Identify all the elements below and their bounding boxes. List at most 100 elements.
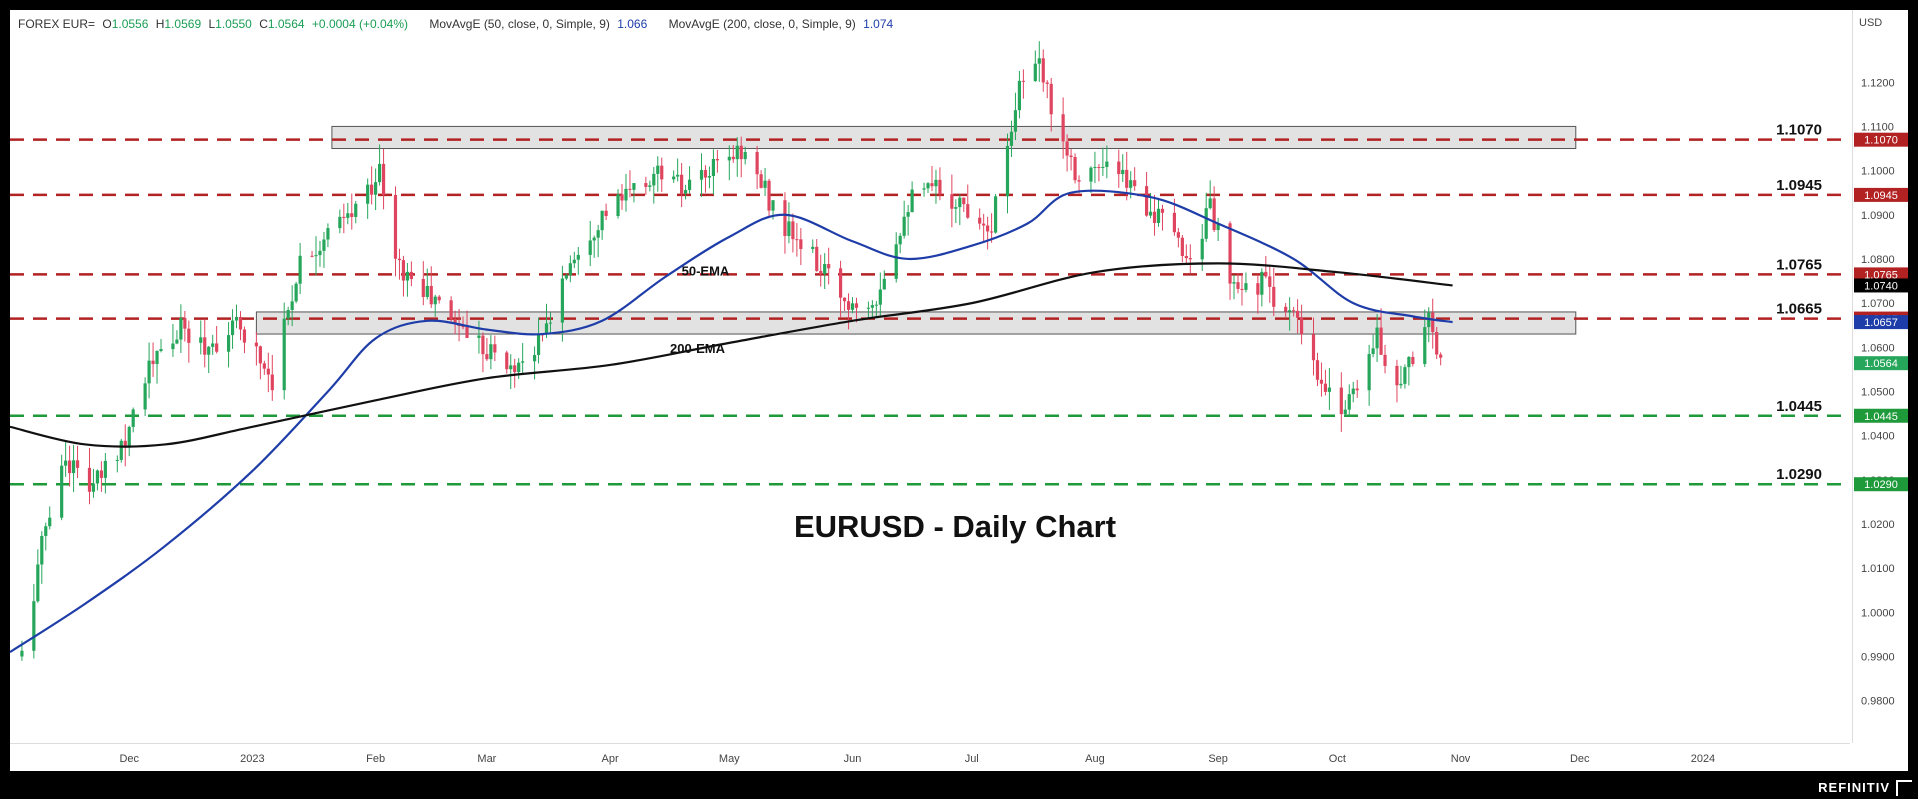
candle-body (592, 237, 596, 241)
candle-body (632, 183, 636, 190)
candle-body (1077, 180, 1081, 182)
y-tick-1.0700: 1.0700 (1861, 298, 1895, 310)
price-axis[interactable]: USD 1.1200 1.1100 1.1000 1.0900 1.0800 1.0700… (1852, 10, 1909, 743)
candle-body (521, 361, 525, 363)
candle-body (711, 158, 716, 176)
candle-body (1284, 306, 1288, 312)
candle-body (1355, 388, 1359, 391)
candle-body (1117, 161, 1121, 175)
candle-body (354, 203, 358, 217)
candle-body (572, 259, 576, 264)
time-axis[interactable]: Dec 2023 Feb Mar Apr May Jun Jul Aug Sep Oct Nov Dec… (10, 743, 1850, 772)
ma200-label: MovAvgE (200, close, 0, Simple, 9) (668, 17, 856, 31)
price-tag-box-1.0657 (1854, 315, 1908, 330)
y-tick-1.0100: 1.0100 (1861, 563, 1895, 575)
x-tick-Jul: Jul (965, 753, 979, 765)
candle-body (286, 309, 290, 319)
candle-body (421, 278, 425, 297)
candle-body (282, 318, 286, 391)
candle-body (1041, 58, 1045, 83)
candle-body (755, 151, 759, 175)
candle-body (1292, 310, 1296, 312)
level-label-1.0665: 1.0665 (1776, 301, 1822, 318)
change-value: +0.0004 (+0.04%) (311, 17, 408, 31)
candle-body (183, 318, 187, 329)
candle-body (604, 210, 608, 216)
candle-body (660, 165, 664, 180)
candle-body (842, 297, 847, 302)
candle-body (1351, 388, 1355, 395)
candle-body (1431, 312, 1435, 333)
candle-body (1125, 169, 1129, 188)
x-tick-Apr: Apr (602, 753, 619, 765)
price-tag-1.0945: 1.0945 (1864, 190, 1898, 202)
x-tick-2024: 2024 (1691, 753, 1715, 765)
ema-line-200-EMA (10, 262, 1453, 448)
candle-body (616, 194, 620, 216)
candle-body (644, 183, 648, 187)
candle-body (32, 601, 36, 651)
candle-body (147, 360, 151, 384)
y-tick-1.1100: 1.1100 (1861, 121, 1894, 133)
candle-body (242, 329, 247, 343)
y-tick-1.0800: 1.0800 (1861, 254, 1895, 266)
candle-body (596, 230, 600, 238)
candle-body (1315, 360, 1320, 380)
candle-body (505, 352, 509, 370)
candle-body (1407, 357, 1411, 368)
candle-body (1264, 271, 1268, 277)
candle-body (226, 335, 231, 352)
ema-line-50-EMA (10, 189, 1453, 653)
candle-body (731, 156, 735, 160)
candle-body (898, 235, 902, 245)
candle-body (258, 346, 262, 364)
candle-body (1097, 167, 1101, 169)
brand-mark-icon (1896, 780, 1912, 796)
candle-body (318, 250, 322, 256)
candle-body (155, 350, 159, 365)
candle-body (1148, 211, 1153, 216)
candle-body (922, 188, 926, 190)
candle-body (342, 216, 346, 218)
candle-body (401, 260, 406, 281)
candle-body (187, 328, 191, 343)
x-tick-Mar: Mar (477, 753, 496, 765)
price-tag-box-1.0765 (1854, 267, 1908, 282)
candle-body (1299, 317, 1304, 335)
candle-body (1439, 354, 1443, 358)
candle-body (1073, 157, 1077, 181)
candle-body (1232, 282, 1236, 284)
price-tag-1.0564: 1.0564 (1864, 358, 1898, 370)
candle-body (1065, 141, 1069, 156)
plot-area[interactable]: 1.1070 1.0945 1.0765 1.0665 1.0445 1.0290 50-E… (10, 10, 1850, 743)
low-value: 1.0550 (215, 17, 252, 31)
candle-body (1144, 186, 1149, 216)
price-tag-1.0765: 1.0765 (1864, 269, 1898, 281)
candle-body (934, 179, 938, 187)
candle-body (978, 217, 982, 224)
candle-body (207, 346, 211, 355)
candle-body (1156, 208, 1161, 223)
price-tag-box-1.0945 (1854, 187, 1908, 202)
level-label-1.0445: 1.0445 (1776, 398, 1822, 415)
candle-body (123, 440, 127, 448)
y-tick-1.0000: 1.0000 (1861, 607, 1895, 619)
candle-body (493, 344, 497, 353)
candle-body (1395, 365, 1399, 386)
candle-body (87, 467, 92, 492)
candle-body (143, 383, 147, 410)
candle-body (159, 349, 163, 351)
candle-body (954, 207, 958, 209)
candle-body (759, 174, 763, 188)
candle-body (75, 460, 80, 468)
labels-layer: 1.1070 1.0945 1.0765 1.0665 1.0445 1.0290 50-E… (670, 122, 1822, 484)
candle-body (103, 460, 107, 478)
candle-body (230, 320, 235, 336)
candle-body (827, 264, 831, 269)
ma50-label: MovAvgE (50, close, 0, Simple, 9) (429, 17, 610, 31)
level-label-1.0945: 1.0945 (1776, 177, 1822, 194)
candle-body (1268, 276, 1272, 287)
candle-body (1216, 223, 1220, 231)
candle-body (986, 225, 990, 232)
candle-body (461, 325, 465, 328)
